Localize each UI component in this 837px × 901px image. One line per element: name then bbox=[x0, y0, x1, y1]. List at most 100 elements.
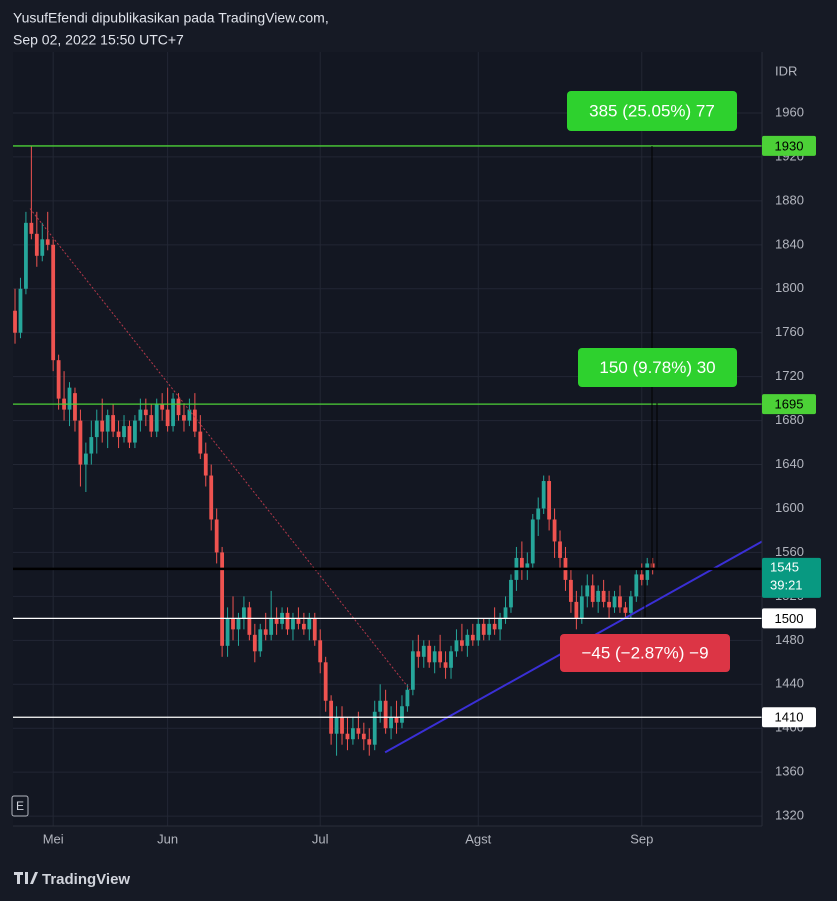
candle-body bbox=[400, 706, 404, 723]
candle-body bbox=[83, 453, 88, 465]
candle-body bbox=[421, 645, 426, 657]
candle-body bbox=[242, 607, 246, 619]
candle-body bbox=[394, 717, 399, 723]
candle-body bbox=[498, 618, 502, 630]
y-tick-label: 1360 bbox=[775, 764, 804, 779]
countdown-label: 39:21 bbox=[770, 577, 803, 592]
level-tag-label: 1695 bbox=[775, 397, 804, 412]
y-tick-label: 1600 bbox=[775, 500, 804, 515]
x-tick-label: Jul bbox=[312, 831, 329, 846]
candle-body bbox=[416, 651, 421, 657]
y-tick-label: 1640 bbox=[775, 456, 804, 471]
candle-body bbox=[509, 579, 513, 608]
candle-body bbox=[607, 601, 611, 608]
candle-body bbox=[492, 623, 497, 630]
candle-body bbox=[165, 409, 170, 427]
y-tick-label: 1560 bbox=[775, 544, 804, 559]
candle-body bbox=[585, 585, 590, 597]
candle-body bbox=[214, 519, 219, 553]
candle-body bbox=[192, 409, 197, 432]
level-tag bbox=[762, 135, 816, 156]
candle-body bbox=[639, 574, 644, 580]
brand-logo bbox=[14, 872, 38, 884]
candle-body bbox=[274, 618, 279, 624]
y-tick-label: 1320 bbox=[775, 808, 804, 823]
candle-body bbox=[618, 596, 622, 608]
candle-body bbox=[187, 409, 192, 421]
y-tick-label: 1800 bbox=[775, 280, 804, 295]
candle-body bbox=[465, 634, 470, 646]
candle-body bbox=[258, 629, 263, 652]
x-tick-label: Jun bbox=[157, 831, 178, 846]
candle-body bbox=[24, 222, 28, 289]
y-tick-label: 1880 bbox=[775, 192, 804, 207]
level-tag-label: 1500 bbox=[775, 611, 804, 626]
candle-body bbox=[470, 634, 475, 641]
measure-label: 385 (25.05%) 77 bbox=[589, 101, 715, 120]
candle-body bbox=[405, 689, 410, 707]
candle-body bbox=[569, 579, 573, 602]
candle-body bbox=[160, 404, 165, 410]
candle-body bbox=[34, 233, 39, 256]
candle-body bbox=[56, 360, 61, 399]
candle-body bbox=[601, 590, 606, 602]
candle-body bbox=[552, 519, 557, 542]
candle-body bbox=[225, 618, 230, 646]
candle-body bbox=[525, 563, 530, 569]
candle-body bbox=[449, 651, 453, 668]
candle-body bbox=[530, 519, 535, 564]
candle-body bbox=[89, 437, 94, 454]
candle-body bbox=[105, 415, 110, 432]
brand-name: TradingView bbox=[42, 871, 130, 888]
marks bbox=[13, 145, 655, 756]
candle-body bbox=[198, 431, 203, 454]
candle-body bbox=[383, 700, 388, 729]
candle-body bbox=[138, 409, 143, 421]
candle-body bbox=[252, 634, 257, 652]
level-tag bbox=[762, 394, 816, 415]
candle-body bbox=[143, 409, 148, 416]
level-tag bbox=[762, 707, 816, 728]
candle-body bbox=[443, 662, 448, 668]
candle-body bbox=[301, 623, 306, 630]
candle-body bbox=[94, 420, 99, 438]
candle-body bbox=[231, 618, 235, 630]
measure-box bbox=[578, 348, 737, 387]
candle-body bbox=[122, 426, 126, 438]
measure-label: 150 (9.78%) 30 bbox=[599, 358, 715, 377]
candle-body bbox=[154, 404, 159, 432]
candle-body bbox=[579, 596, 584, 619]
x-tick-label: Agst bbox=[465, 831, 491, 846]
y-tick-label: 1440 bbox=[775, 676, 804, 691]
candle-body bbox=[590, 585, 595, 602]
candle-body bbox=[378, 700, 383, 712]
candle-body bbox=[67, 387, 72, 410]
candle-body bbox=[481, 623, 486, 635]
candle-body bbox=[171, 398, 175, 427]
last-price-tag bbox=[762, 557, 821, 598]
candle-body bbox=[367, 739, 372, 745]
candle-body bbox=[116, 431, 121, 438]
candle-body bbox=[307, 618, 312, 630]
author-line: YusufEfendi dipublikasikan pada TradingV… bbox=[13, 10, 329, 26]
level-tag bbox=[762, 608, 816, 629]
y-tick-label: 1680 bbox=[775, 412, 804, 427]
candle-body bbox=[536, 508, 541, 520]
candle-body bbox=[334, 717, 339, 734]
candle-body bbox=[269, 618, 274, 635]
measure-box bbox=[560, 634, 730, 672]
candle-body bbox=[454, 640, 459, 652]
x-tick-label: Sep bbox=[630, 831, 653, 846]
axes: 1320136014001440148015201560160016401680… bbox=[11, 52, 821, 846]
scale-button-label: E bbox=[16, 799, 24, 813]
date-line: Sep 02, 2022 15:50 UTC+7 bbox=[13, 32, 184, 48]
y-tick-label: 1720 bbox=[775, 368, 804, 383]
candle-body bbox=[296, 618, 301, 624]
overlays: 385 (25.05%) 77 150 (9.78%) 30 −45 (−2.87%… bbox=[13, 91, 763, 754]
candle-body bbox=[236, 618, 241, 630]
x-tick-label: Mei bbox=[43, 831, 64, 846]
measure-box bbox=[567, 91, 737, 131]
candle-body bbox=[623, 607, 628, 613]
candle-body bbox=[51, 244, 56, 361]
